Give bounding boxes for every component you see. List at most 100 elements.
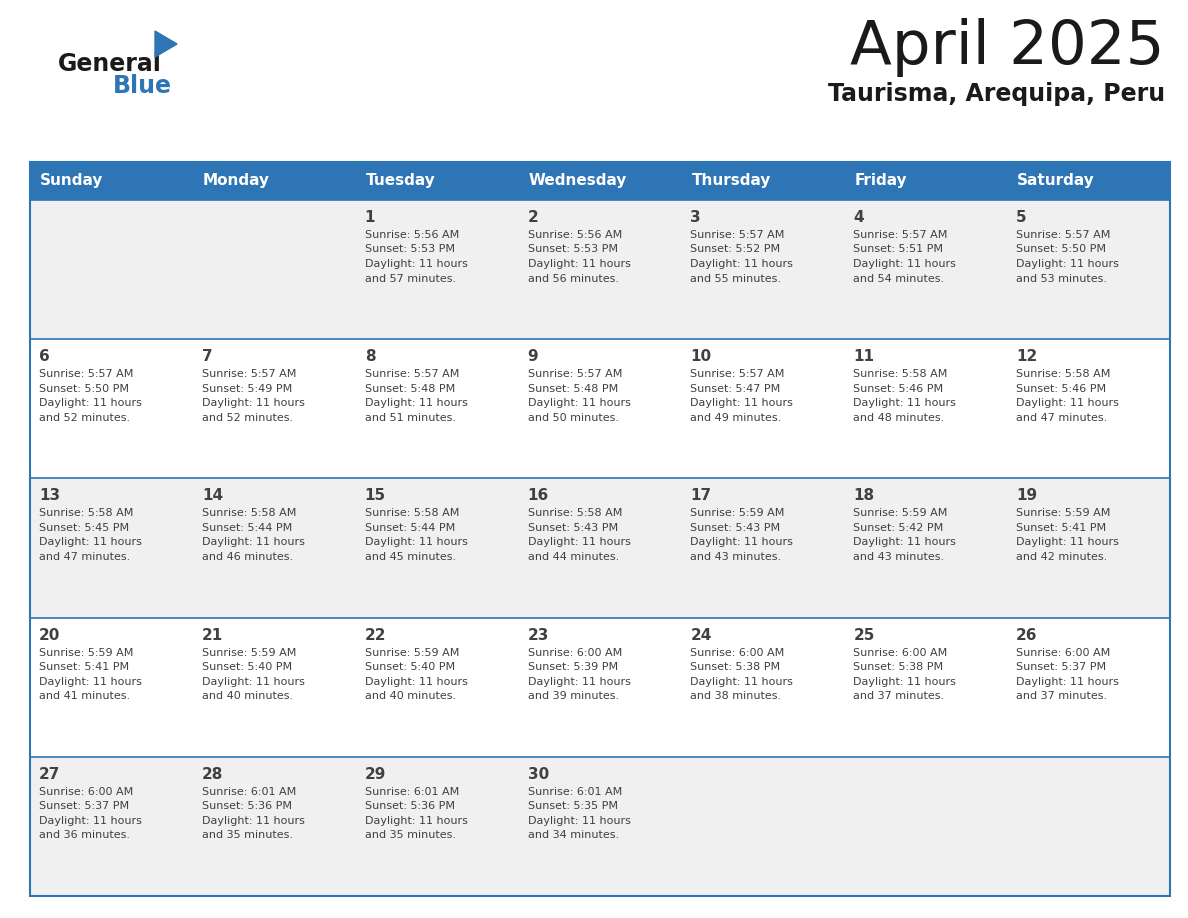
Text: 1: 1 (365, 210, 375, 225)
Text: Daylight: 11 hours: Daylight: 11 hours (527, 816, 631, 826)
Text: Sunset: 5:41 PM: Sunset: 5:41 PM (1016, 523, 1106, 533)
Text: Sunset: 5:51 PM: Sunset: 5:51 PM (853, 244, 943, 254)
Text: and 40 minutes.: and 40 minutes. (202, 691, 293, 701)
Text: Daylight: 11 hours: Daylight: 11 hours (365, 816, 468, 826)
Text: Daylight: 11 hours: Daylight: 11 hours (853, 398, 956, 409)
Text: and 50 minutes.: and 50 minutes. (527, 413, 619, 422)
Text: 28: 28 (202, 767, 223, 782)
Text: Daylight: 11 hours: Daylight: 11 hours (1016, 677, 1119, 687)
Text: Tuesday: Tuesday (366, 174, 436, 188)
Text: 23: 23 (527, 628, 549, 643)
Text: Daylight: 11 hours: Daylight: 11 hours (527, 677, 631, 687)
Text: Sunrise: 6:01 AM: Sunrise: 6:01 AM (527, 787, 621, 797)
Text: 19: 19 (1016, 488, 1037, 503)
Text: 15: 15 (365, 488, 386, 503)
Text: 13: 13 (39, 488, 61, 503)
Text: Daylight: 11 hours: Daylight: 11 hours (39, 677, 141, 687)
Text: Sunrise: 5:59 AM: Sunrise: 5:59 AM (365, 647, 459, 657)
Text: 10: 10 (690, 349, 712, 364)
Text: 5: 5 (1016, 210, 1026, 225)
Text: Sunrise: 5:59 AM: Sunrise: 5:59 AM (690, 509, 785, 519)
Text: and 57 minutes.: and 57 minutes. (365, 274, 456, 284)
Text: Daylight: 11 hours: Daylight: 11 hours (527, 398, 631, 409)
Bar (30, 200, 1170, 339)
Text: Sunset: 5:49 PM: Sunset: 5:49 PM (202, 384, 292, 394)
Bar (30, 618, 1170, 756)
Text: Sunset: 5:38 PM: Sunset: 5:38 PM (690, 662, 781, 672)
Text: Sunrise: 5:57 AM: Sunrise: 5:57 AM (690, 230, 785, 240)
Text: and 37 minutes.: and 37 minutes. (1016, 691, 1107, 701)
Polygon shape (154, 31, 177, 57)
Text: 26: 26 (1016, 628, 1037, 643)
Text: Blue: Blue (113, 74, 172, 98)
Text: 11: 11 (853, 349, 874, 364)
Text: 9: 9 (527, 349, 538, 364)
Text: Daylight: 11 hours: Daylight: 11 hours (365, 537, 468, 547)
Text: Wednesday: Wednesday (529, 174, 627, 188)
Bar (30, 162, 1170, 200)
Text: Sunrise: 5:58 AM: Sunrise: 5:58 AM (365, 509, 459, 519)
Text: Sunset: 5:47 PM: Sunset: 5:47 PM (690, 384, 781, 394)
Text: and 44 minutes.: and 44 minutes. (527, 552, 619, 562)
Text: Daylight: 11 hours: Daylight: 11 hours (690, 677, 794, 687)
Text: Sunset: 5:37 PM: Sunset: 5:37 PM (39, 801, 129, 812)
Text: Sunrise: 5:58 AM: Sunrise: 5:58 AM (527, 509, 623, 519)
Text: Sunset: 5:42 PM: Sunset: 5:42 PM (853, 523, 943, 533)
Text: Sunrise: 6:00 AM: Sunrise: 6:00 AM (527, 647, 621, 657)
Text: and 46 minutes.: and 46 minutes. (202, 552, 293, 562)
Text: Sunset: 5:41 PM: Sunset: 5:41 PM (39, 662, 129, 672)
Text: Monday: Monday (203, 174, 270, 188)
Text: Sunrise: 5:58 AM: Sunrise: 5:58 AM (39, 509, 133, 519)
Text: Daylight: 11 hours: Daylight: 11 hours (202, 816, 305, 826)
Text: 17: 17 (690, 488, 712, 503)
Text: Sunset: 5:48 PM: Sunset: 5:48 PM (527, 384, 618, 394)
Text: Sunset: 5:39 PM: Sunset: 5:39 PM (527, 662, 618, 672)
Text: Saturday: Saturday (1017, 174, 1095, 188)
Text: and 41 minutes.: and 41 minutes. (39, 691, 131, 701)
Text: Daylight: 11 hours: Daylight: 11 hours (527, 259, 631, 269)
Text: and 53 minutes.: and 53 minutes. (1016, 274, 1107, 284)
Text: Sunrise: 5:57 AM: Sunrise: 5:57 AM (365, 369, 459, 379)
Text: and 49 minutes.: and 49 minutes. (690, 413, 782, 422)
Text: and 40 minutes.: and 40 minutes. (365, 691, 456, 701)
Text: and 38 minutes.: and 38 minutes. (690, 691, 782, 701)
Text: Sunset: 5:52 PM: Sunset: 5:52 PM (690, 244, 781, 254)
Text: Sunrise: 5:59 AM: Sunrise: 5:59 AM (853, 509, 948, 519)
Text: Daylight: 11 hours: Daylight: 11 hours (853, 259, 956, 269)
Text: Daylight: 11 hours: Daylight: 11 hours (365, 398, 468, 409)
Text: Sunset: 5:46 PM: Sunset: 5:46 PM (853, 384, 943, 394)
Text: and 34 minutes.: and 34 minutes. (527, 830, 619, 840)
Text: Daylight: 11 hours: Daylight: 11 hours (202, 677, 305, 687)
Text: Daylight: 11 hours: Daylight: 11 hours (39, 816, 141, 826)
Text: Sunset: 5:43 PM: Sunset: 5:43 PM (690, 523, 781, 533)
Text: 12: 12 (1016, 349, 1037, 364)
Text: 3: 3 (690, 210, 701, 225)
Text: Friday: Friday (854, 174, 906, 188)
Bar (30, 339, 1170, 478)
Text: Daylight: 11 hours: Daylight: 11 hours (1016, 398, 1119, 409)
Text: Thursday: Thursday (691, 174, 771, 188)
Text: Sunset: 5:36 PM: Sunset: 5:36 PM (365, 801, 455, 812)
Text: and 55 minutes.: and 55 minutes. (690, 274, 782, 284)
Text: Sunrise: 6:00 AM: Sunrise: 6:00 AM (39, 787, 133, 797)
Text: Sunrise: 5:59 AM: Sunrise: 5:59 AM (1016, 509, 1111, 519)
Text: and 52 minutes.: and 52 minutes. (39, 413, 131, 422)
Text: 24: 24 (690, 628, 712, 643)
Text: Daylight: 11 hours: Daylight: 11 hours (853, 677, 956, 687)
Text: Sunset: 5:53 PM: Sunset: 5:53 PM (365, 244, 455, 254)
Bar (30, 756, 1170, 896)
Text: Sunrise: 5:59 AM: Sunrise: 5:59 AM (39, 647, 133, 657)
Text: 8: 8 (365, 349, 375, 364)
Text: and 43 minutes.: and 43 minutes. (690, 552, 782, 562)
Text: 29: 29 (365, 767, 386, 782)
Text: 22: 22 (365, 628, 386, 643)
Text: Sunrise: 6:00 AM: Sunrise: 6:00 AM (853, 647, 948, 657)
Text: Sunset: 5:53 PM: Sunset: 5:53 PM (527, 244, 618, 254)
Text: Daylight: 11 hours: Daylight: 11 hours (853, 537, 956, 547)
Text: Sunrise: 5:58 AM: Sunrise: 5:58 AM (853, 369, 948, 379)
Text: and 37 minutes.: and 37 minutes. (853, 691, 944, 701)
Bar (30, 478, 1170, 618)
Text: Daylight: 11 hours: Daylight: 11 hours (1016, 537, 1119, 547)
Text: 16: 16 (527, 488, 549, 503)
Text: Sunset: 5:48 PM: Sunset: 5:48 PM (365, 384, 455, 394)
